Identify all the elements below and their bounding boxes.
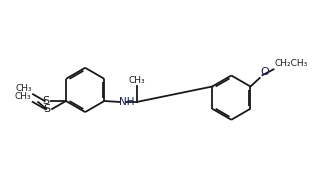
Text: NH: NH (120, 97, 135, 107)
Text: S: S (43, 105, 50, 114)
Text: O: O (260, 67, 269, 77)
Text: CH₂CH₃: CH₂CH₃ (274, 59, 308, 68)
Text: CH₃: CH₃ (16, 84, 32, 93)
Text: CH₃: CH₃ (129, 76, 145, 85)
Text: CH₃: CH₃ (15, 92, 31, 101)
Text: S: S (42, 96, 49, 106)
